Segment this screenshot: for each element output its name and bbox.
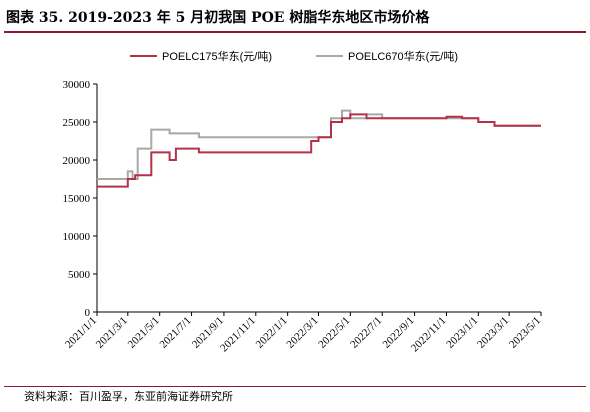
y-axis: 0 5000 10000 15000 20000 25000 30000 [63,79,98,319]
x-axis: 2021/1/12021/3/12021/5/12021/7/12021/9/1… [63,311,543,355]
series-line-1 [97,113,541,188]
y-tick-label: 15000 [63,193,91,205]
x-tick-label: 2023/1/1 [444,315,480,351]
x-tick-label: 2021/1/1 [63,315,99,351]
source-rule [4,386,586,387]
chart-legend: POELC175华东(元/吨) POELC670华东(元/吨) [130,49,458,63]
x-tick-label: 2022/5/1 [316,315,352,351]
plot-area [97,109,541,188]
x-tick-label: 2023/3/1 [475,315,511,351]
figure-title: 图表 35. 2019-2023 年 5 月初我国 POE 树脂华东地区市场价格 [6,10,430,26]
x-tick-label: 2022/7/1 [348,315,384,351]
title-rule [4,31,586,33]
y-tick-label: 10000 [63,231,91,243]
x-tick-label: 2022/1/1 [254,315,290,351]
y-tick-label: 20000 [63,155,91,167]
x-tick-label: 2021/11/1 [218,315,258,355]
y-tick-label: 30000 [63,79,91,91]
x-tick-label: 2022/11/1 [409,315,449,355]
series-line-2 [97,109,541,180]
y-tick-label: 0 [85,307,91,319]
y-tick-label: 5000 [68,269,91,281]
x-tick-label: 2022/3/1 [284,315,320,351]
x-tick-label: 2023/5/1 [507,315,543,351]
source-note: 资料来源：百川盈孚，东亚前海证券研究所 [24,390,233,403]
y-tick-label: 25000 [63,117,91,129]
legend-label-2: POELC670华东(元/吨) [348,49,458,63]
legend-label-1: POELC175华东(元/吨) [162,49,272,63]
x-tick-label: 2021/5/1 [126,315,162,351]
x-tick-label: 2021/7/1 [158,315,194,351]
x-tick-label: 2021/3/1 [94,315,130,351]
